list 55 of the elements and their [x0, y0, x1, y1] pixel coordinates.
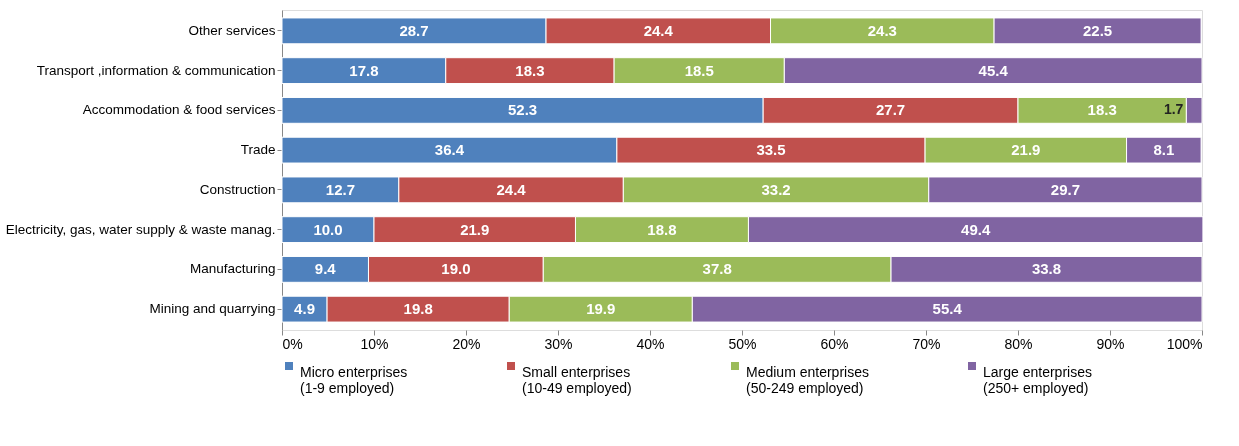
x-tick-label: 40%	[636, 335, 665, 352]
data-label: 28.7	[399, 21, 429, 39]
y-tick-label: Electricity, gas, water supply & waste manag.	[5, 221, 276, 237]
data-label: 33.5	[756, 141, 786, 159]
data-label: 21.9	[460, 220, 490, 238]
y-tick-label: Manufacturing	[189, 261, 276, 277]
y-tick-label: Other services	[188, 22, 276, 38]
x-tick-label: 30%	[544, 335, 573, 352]
data-label: 55.4	[932, 300, 963, 318]
data-label: 12.7	[325, 180, 356, 198]
data-label: 9.4	[314, 260, 337, 278]
data-label: 19.8	[403, 300, 433, 318]
data-label: 24.4	[496, 180, 527, 198]
x-tick-label: 90%	[1096, 335, 1125, 352]
data-label: 4.9	[294, 300, 315, 318]
data-label: 18.3	[515, 61, 545, 79]
y-tick-label: Accommodation & food services	[82, 102, 276, 118]
data-label: 18.5	[684, 61, 714, 79]
x-tick-label: 100%	[1166, 335, 1203, 352]
y-tick-label: Transport ,information & communication	[36, 62, 276, 78]
data-label: 36.4	[434, 141, 465, 159]
legend-label: Medium enterprises (50-249 employed)	[746, 364, 869, 396]
data-label: 52.3	[507, 101, 538, 119]
data-label: 10.0	[313, 220, 343, 238]
data-label: 8.1	[1153, 141, 1175, 159]
x-tick-label: 50%	[728, 335, 757, 352]
y-tick-label: Trade	[240, 142, 276, 158]
data-label: 17.8	[349, 61, 379, 79]
data-label: 18.3	[1087, 101, 1117, 119]
data-label: 24.3	[867, 21, 897, 39]
x-tick-label: 80%	[1004, 335, 1033, 352]
data-label: 33.2	[761, 180, 791, 198]
data-label: 19.0	[441, 260, 471, 278]
data-label: 33.8	[1031, 260, 1062, 278]
data-label: 19.9	[586, 300, 616, 318]
x-tick-label: 60%	[820, 335, 849, 352]
legend-label: Micro enterprises (1-9 employed)	[300, 364, 408, 396]
legend-label: Small enterprises (10-49 employed)	[522, 364, 632, 396]
data-label: 1.7	[1163, 101, 1184, 118]
data-label: 24.4	[643, 21, 674, 39]
x-tick-label: 20%	[452, 335, 481, 352]
data-label: 21.9	[1011, 141, 1041, 159]
x-tick-label: 0%	[282, 335, 303, 352]
data-label: 18.8	[647, 220, 677, 238]
y-tick-label: Mining and quarrying	[149, 301, 276, 317]
y-tick-label: Construction	[199, 181, 276, 197]
data-label: 49.4	[961, 220, 991, 238]
x-tick-label: 10%	[360, 335, 389, 352]
x-tick-label: 70%	[912, 335, 941, 352]
legend-label: Large enterprises (250+ employed)	[983, 364, 1092, 396]
data-label: 45.4	[978, 61, 1009, 79]
data-label: 22.5	[1082, 21, 1113, 39]
data-label: 37.8	[702, 260, 732, 278]
data-label: 29.7	[1050, 180, 1080, 198]
data-label: 27.7	[875, 101, 906, 119]
